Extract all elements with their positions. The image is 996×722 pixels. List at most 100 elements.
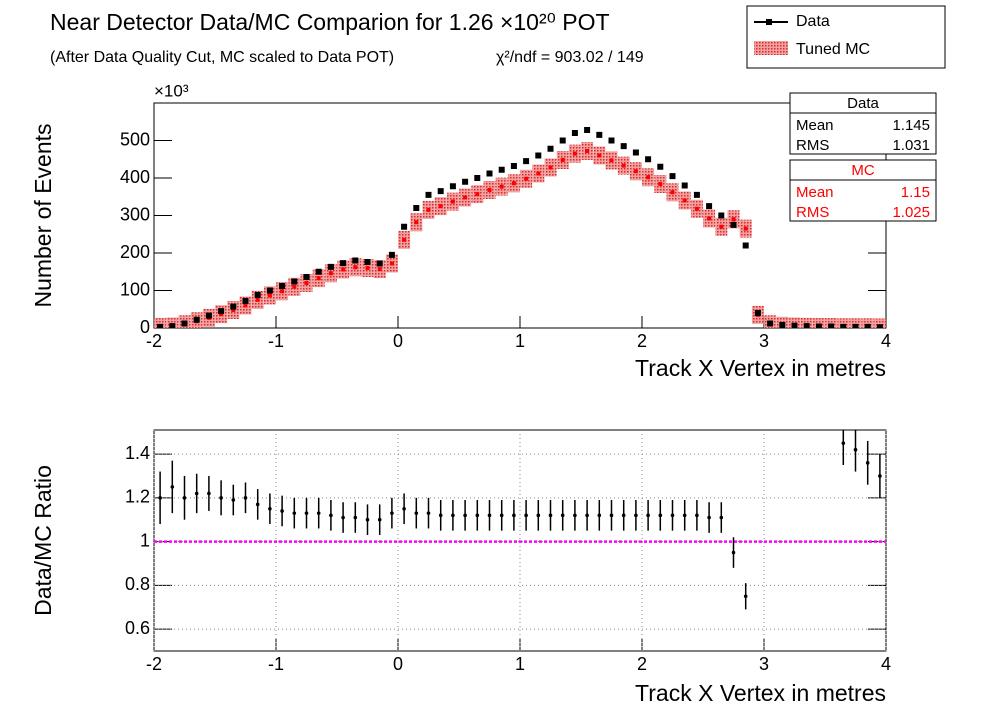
data-point	[803, 323, 810, 328]
stats-value: 1.145	[892, 117, 930, 134]
ratio-point	[207, 491, 211, 496]
data-point	[535, 152, 542, 159]
data-point	[498, 166, 505, 173]
x-tick-label: -1	[268, 654, 284, 674]
data-point	[254, 292, 261, 298]
ratio-point	[512, 513, 516, 518]
ratio-point	[390, 511, 394, 515]
stats-value: 1.025	[892, 204, 930, 221]
ratio-point	[743, 594, 748, 599]
data-point	[205, 312, 212, 319]
data-point	[730, 221, 737, 228]
x-tick-label: 3	[759, 331, 769, 351]
data-point	[352, 257, 359, 264]
ratio-point	[304, 511, 309, 515]
y-tick-label: 1.2	[125, 487, 150, 507]
ratio-point	[646, 513, 650, 518]
mc-point	[658, 182, 663, 186]
data-point	[218, 308, 225, 315]
ratio-point	[255, 502, 260, 507]
mc-point	[304, 281, 309, 285]
data-point	[169, 323, 176, 328]
stats-title: MC	[851, 162, 874, 179]
mc-band	[873, 318, 886, 328]
mc-point	[475, 192, 480, 197]
x-tick-label: 2	[637, 654, 647, 674]
data-point	[681, 182, 688, 189]
data-point	[706, 203, 713, 210]
ratio-point	[719, 515, 724, 520]
data-point	[596, 131, 603, 138]
mc-point	[231, 308, 236, 312]
data-point	[413, 205, 420, 211]
mc-point	[402, 237, 407, 242]
data-point	[449, 183, 456, 190]
mc-point	[414, 220, 419, 225]
y-tick-label: 1	[140, 530, 150, 550]
mc-band	[837, 318, 850, 328]
mc-point	[353, 265, 358, 270]
y-tick-label: 100	[120, 279, 150, 299]
data-point	[852, 323, 859, 328]
plot-area	[154, 430, 886, 610]
ratio-point	[841, 441, 846, 445]
x-tick-label: 4	[881, 331, 891, 351]
data-point	[486, 170, 493, 177]
ratio-point	[597, 513, 602, 518]
mc-point	[280, 289, 285, 294]
data-point	[718, 212, 725, 219]
ratio-point	[731, 550, 736, 555]
stats-key: Mean	[796, 117, 834, 134]
mc-point	[463, 195, 468, 200]
mc-point	[548, 165, 553, 170]
ratio-point	[292, 511, 297, 515]
data-point	[620, 143, 627, 150]
ratio-point	[487, 513, 492, 518]
ratio-point	[475, 513, 480, 518]
data-point	[193, 316, 200, 323]
stats-key: Mean	[796, 184, 834, 201]
mc-point	[487, 188, 492, 192]
stats-title: Data	[847, 95, 879, 112]
ratio-point	[463, 513, 467, 518]
y-tick-label: 500	[120, 129, 150, 149]
mc-point	[731, 217, 736, 222]
y-tick-label: 0.6	[125, 618, 150, 638]
ratio-point	[853, 447, 858, 452]
legend	[746, 5, 946, 69]
y-tick-label: 0	[140, 317, 150, 337]
ratio-point	[243, 496, 248, 500]
mc-point	[597, 153, 602, 158]
ratio-point	[170, 485, 175, 489]
y-axis-label: Number of Events	[30, 123, 56, 307]
stats-box	[789, 92, 937, 155]
ratio-point	[658, 513, 663, 518]
stats-key: RMS	[796, 204, 829, 221]
data-point	[815, 323, 822, 328]
ratio-point	[524, 513, 528, 518]
data-point	[864, 323, 871, 328]
mc-point	[292, 284, 297, 289]
data-point	[303, 274, 310, 280]
data-point	[510, 163, 517, 169]
legend-label: Tuned MC	[796, 41, 870, 58]
y-multiplier: ×10³	[154, 81, 189, 100]
mc-point	[609, 158, 614, 163]
stats-value: 1.031	[892, 137, 930, 154]
data-point	[462, 178, 469, 185]
ratio-point	[573, 513, 577, 518]
mc-point	[524, 176, 529, 181]
data-point	[291, 278, 298, 285]
y-tick-label: 400	[120, 167, 150, 187]
mc-point	[682, 198, 687, 203]
data-point	[669, 173, 676, 180]
ratio-point	[402, 506, 406, 511]
mc-point	[694, 206, 699, 211]
data-point	[767, 320, 774, 327]
mc-point	[267, 293, 272, 298]
x-tick-label: 0	[393, 654, 403, 674]
x-tick-label: -2	[146, 654, 162, 674]
data-point	[474, 175, 481, 181]
x-tick-label: 2	[637, 331, 647, 351]
x-tick-label: 0	[393, 331, 403, 351]
